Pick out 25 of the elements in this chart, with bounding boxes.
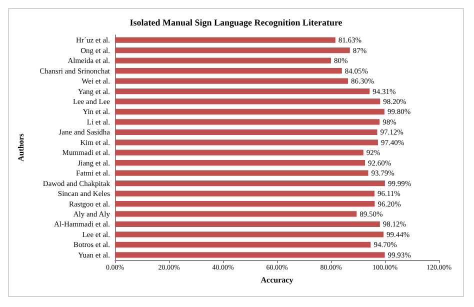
bar [115,221,380,228]
bar [115,108,384,115]
bar [115,170,368,176]
bar [115,98,380,104]
bar [115,129,378,135]
bar [115,150,364,156]
bar [115,190,374,196]
bar [115,232,384,238]
x-axis-title: Accuracy [260,276,294,284]
bar [115,68,342,74]
bar [115,200,375,207]
bar [115,37,336,43]
bar [115,211,357,217]
bar [115,252,385,258]
bar [115,180,385,186]
bar [115,78,348,84]
bar [115,58,331,64]
bar [115,88,370,94]
bar [115,140,378,146]
bar [115,119,380,125]
bar [115,160,366,166]
y-axis-title: Authors [16,133,26,162]
bar [115,242,371,248]
bar [115,48,350,54]
chart-title: Isolated Manual Sign Language Recognition Literature [130,18,342,28]
